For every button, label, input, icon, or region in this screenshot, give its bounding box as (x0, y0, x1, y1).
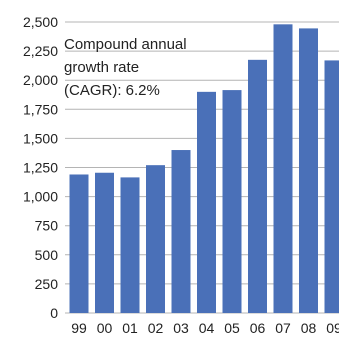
y-tick-label: 1,500 (23, 130, 58, 146)
x-tick-label: 02 (148, 320, 164, 336)
y-tick-label: 1,000 (23, 189, 58, 205)
y-axis-ticks: 0 250 500 750 1,000 1,250 1,500 1,750 2,000 2,250… (23, 14, 58, 321)
y-tick-label: 2,500 (23, 14, 58, 30)
x-axis-ticks: 99 00 01 02 03 04 05 06 07 08 09 (71, 320, 339, 336)
bar (171, 150, 191, 313)
x-tick-label: 09 (326, 320, 339, 336)
y-tick-label: 250 (35, 276, 59, 292)
y-tick-label: 2,250 (23, 43, 58, 59)
bar (95, 172, 114, 313)
y-tick-label: 1,750 (23, 101, 58, 117)
bar (120, 177, 140, 313)
x-tick-label: 07 (275, 320, 291, 336)
x-tick-label: 06 (250, 320, 266, 336)
bar (69, 174, 89, 313)
x-tick-label: 99 (71, 320, 87, 336)
annotation-line-3: (CAGR): 6.2% (64, 82, 160, 99)
x-tick-label: 00 (97, 320, 113, 336)
y-tick-label: 0 (50, 305, 58, 321)
bar (222, 90, 242, 314)
bar (273, 24, 293, 313)
y-tick-label: 1,250 (23, 160, 58, 176)
bar (248, 59, 267, 313)
x-tick-label: 03 (173, 320, 189, 336)
bar (299, 28, 318, 313)
y-tick-label: 500 (35, 247, 59, 263)
bar (197, 91, 216, 313)
x-tick-label: 08 (301, 320, 317, 336)
y-tick-label: 750 (35, 218, 59, 234)
annotation-line-2: growth rate (64, 59, 139, 76)
bar (146, 165, 165, 313)
bars (69, 24, 339, 314)
x-tick-label: 05 (224, 320, 240, 336)
x-tick-label: 01 (122, 320, 138, 336)
bar (324, 60, 339, 313)
x-tick-label: 04 (199, 320, 215, 336)
y-tick-label: 2,000 (23, 72, 58, 88)
cagr-annotation: Compound annual growth rate (CAGR): 6.2% (64, 36, 187, 99)
annotation-line-1: Compound annual (64, 36, 187, 53)
